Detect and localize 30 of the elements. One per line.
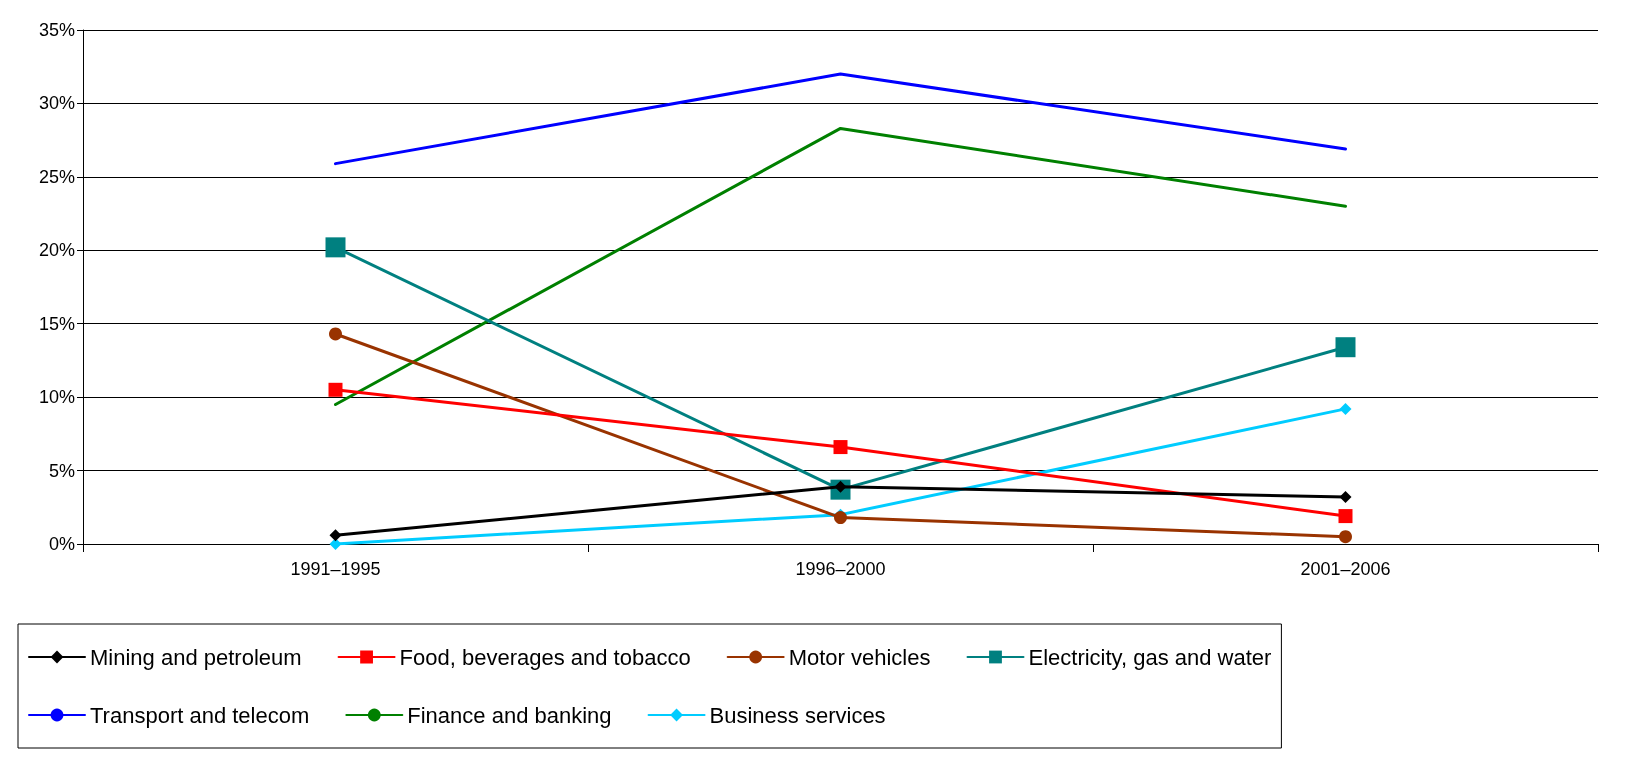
y-tick-label: 30% — [38, 93, 75, 114]
legend-label: Mining and petroleum — [90, 644, 302, 670]
point — [834, 511, 847, 525]
point — [1339, 530, 1352, 544]
point — [329, 538, 342, 550]
point — [833, 440, 848, 455]
point — [325, 237, 346, 258]
legend-label: Food, beverages and tobacco — [399, 644, 691, 670]
legend-label: Transport and telecom — [90, 702, 310, 728]
x-tick-label: 1996–2000 — [795, 559, 886, 579]
legend-label: Motor vehicles — [788, 644, 931, 670]
y-tick-label: 0% — [48, 534, 75, 554]
point — [329, 327, 342, 341]
point — [1339, 491, 1352, 504]
y-tick-label: 25% — [38, 166, 75, 187]
point — [1338, 509, 1353, 524]
point — [328, 382, 343, 397]
y-tick-label: 20% — [38, 240, 75, 261]
legend-label: Electricity, gas and water — [1028, 644, 1272, 670]
x-tick-label: 2001–2006 — [1300, 559, 1391, 579]
legend-label: Business services — [709, 702, 886, 728]
point — [1339, 402, 1352, 415]
point — [1335, 337, 1356, 358]
x-tick-label: 1991–1995 — [290, 559, 381, 579]
point — [329, 529, 342, 542]
y-tick-label: 10% — [38, 387, 75, 408]
y-tick-label: 35% — [38, 20, 75, 40]
y-tick-label: 15% — [38, 313, 75, 334]
legend-label: Finance and banking — [407, 702, 612, 728]
y-tick-label: 5% — [48, 460, 75, 481]
